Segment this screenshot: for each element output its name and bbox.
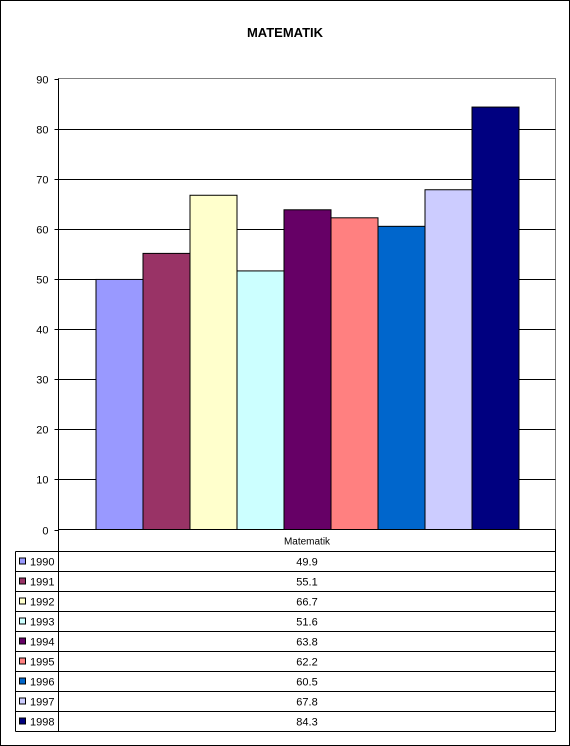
legend-swatch-1995 — [19, 657, 26, 665]
bar-1990 — [95, 278, 144, 530]
bar-1994 — [283, 209, 332, 530]
legend-swatch-1994 — [19, 637, 26, 645]
legend-label-1996: 1996 — [30, 677, 54, 689]
y-tick-label: 40 — [36, 325, 48, 337]
data-label-1993: 51.6 — [296, 617, 317, 629]
y-tick-label: 0 — [42, 526, 48, 538]
data-table: Matematik 1990 49.9 1991 55.1 1992 66.7 1993 51.… — [15, 529, 556, 732]
legend-swatch-1996 — [19, 677, 26, 685]
bar-1992 — [189, 194, 238, 531]
bar-1997 — [424, 189, 473, 530]
data-label-1997: 67.8 — [296, 697, 317, 709]
bar-1998 — [471, 106, 520, 531]
y-tick-label: 60 — [36, 225, 48, 237]
legend-label-1998: 1998 — [30, 717, 54, 729]
legend-swatch-1991 — [19, 577, 26, 585]
data-label-1998: 84.3 — [296, 717, 317, 729]
legend-label-1995: 1995 — [30, 657, 54, 669]
legend-swatch-1992 — [19, 597, 26, 605]
y-tick-label: 20 — [36, 425, 48, 437]
legend-label-1990: 1990 — [30, 557, 54, 569]
legend-label-1991: 1991 — [30, 577, 54, 589]
y-tick-label: 10 — [36, 475, 48, 487]
data-label-1992: 66.7 — [296, 597, 317, 609]
legend-swatch-1993 — [19, 617, 26, 625]
data-label-1996: 60.5 — [296, 677, 317, 689]
y-tick-label: 70 — [36, 175, 48, 187]
legend-label-1994: 1994 — [30, 637, 54, 649]
bar-1991 — [142, 252, 191, 530]
bars — [95, 106, 520, 531]
y-tick-label: 30 — [36, 375, 48, 387]
data-label-1995: 62.2 — [296, 657, 317, 669]
axes: 0 10 20 30 40 50 60 70 80 90 — [36, 75, 556, 538]
bar-1996 — [377, 225, 426, 530]
legend-swatch-1990 — [19, 557, 26, 565]
legend-label-1997: 1997 — [30, 697, 54, 709]
legend-label-1993: 1993 — [30, 617, 54, 629]
y-tick-label: 90 — [36, 75, 48, 87]
bar-1995 — [330, 217, 379, 530]
data-label-1994: 63.8 — [296, 637, 317, 649]
legend-swatch-1997 — [19, 697, 26, 705]
bar-1993 — [236, 270, 285, 530]
chart-title: MATEMATIK — [247, 25, 324, 40]
data-label-1991: 55.1 — [296, 577, 317, 589]
y-tick-label: 80 — [36, 125, 48, 137]
category-label: Matematik — [284, 537, 331, 548]
legend-swatch-1998 — [19, 717, 26, 725]
legend-label-1992: 1992 — [30, 597, 54, 609]
y-tick-label: 50 — [36, 275, 48, 287]
data-label-1990: 49.9 — [296, 557, 317, 569]
